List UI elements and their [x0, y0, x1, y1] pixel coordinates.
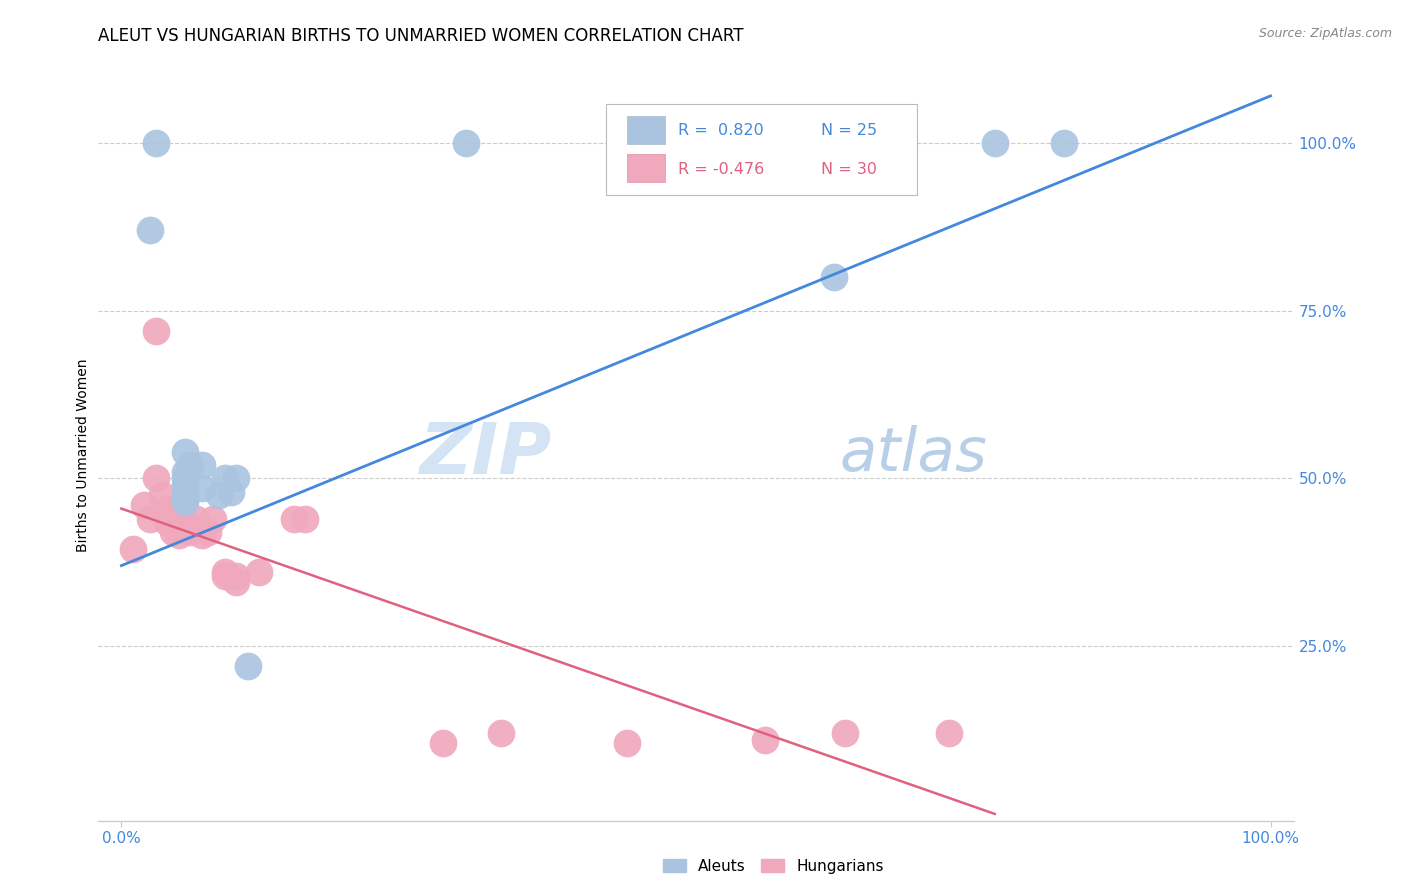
- Text: R =  0.820: R = 0.820: [678, 123, 763, 138]
- Point: [156, 515, 179, 529]
- Bar: [627, 154, 665, 182]
- Point: [156, 508, 179, 523]
- Text: N = 25: N = 25: [821, 123, 877, 138]
- Text: ALEUT VS HUNGARIAN BIRTHS TO UNMARRIED WOMEN CORRELATION CHART: ALEUT VS HUNGARIAN BIRTHS TO UNMARRIED W…: [98, 27, 744, 45]
- Point: [145, 136, 167, 150]
- Point: [173, 471, 195, 485]
- Point: [432, 736, 454, 750]
- Point: [225, 575, 247, 590]
- Point: [167, 501, 190, 516]
- Text: atlas: atlas: [839, 425, 987, 484]
- Point: [191, 482, 214, 496]
- Point: [456, 136, 478, 150]
- Point: [179, 458, 201, 472]
- Point: [139, 223, 162, 237]
- Point: [162, 525, 184, 540]
- Text: N = 30: N = 30: [821, 162, 877, 178]
- Point: [616, 736, 638, 750]
- Point: [202, 511, 225, 525]
- Point: [983, 136, 1005, 150]
- Point: [191, 458, 214, 472]
- Point: [139, 511, 162, 525]
- Point: [214, 566, 236, 580]
- Point: [173, 484, 195, 499]
- Point: [150, 488, 173, 502]
- Point: [167, 528, 190, 542]
- Point: [720, 136, 742, 150]
- Point: [134, 498, 156, 512]
- Point: [1053, 136, 1076, 150]
- Point: [208, 488, 231, 502]
- Point: [173, 495, 195, 509]
- Point: [167, 508, 190, 523]
- Point: [219, 484, 242, 499]
- Point: [823, 270, 845, 285]
- Y-axis label: Births to Unmarried Women: Births to Unmarried Women: [76, 359, 90, 551]
- Text: ZIP: ZIP: [420, 420, 553, 490]
- Point: [247, 566, 270, 580]
- Text: Source: ZipAtlas.com: Source: ZipAtlas.com: [1258, 27, 1392, 40]
- Point: [179, 525, 201, 540]
- Point: [754, 733, 776, 747]
- Point: [197, 525, 219, 540]
- Point: [173, 478, 195, 492]
- Point: [156, 501, 179, 516]
- Point: [938, 726, 960, 740]
- FancyBboxPatch shape: [606, 103, 917, 195]
- Bar: [627, 116, 665, 144]
- Point: [184, 511, 207, 525]
- Point: [225, 471, 247, 485]
- Point: [173, 465, 195, 479]
- Point: [489, 726, 512, 740]
- Point: [145, 324, 167, 338]
- Point: [283, 511, 305, 525]
- Point: [214, 471, 236, 485]
- Point: [173, 444, 195, 458]
- Point: [179, 518, 201, 533]
- Point: [173, 488, 195, 502]
- Point: [225, 568, 247, 582]
- Point: [214, 568, 236, 582]
- Point: [145, 471, 167, 485]
- Point: [294, 511, 316, 525]
- Legend: Aleuts, Hungarians: Aleuts, Hungarians: [657, 853, 890, 880]
- Point: [236, 659, 259, 673]
- Point: [191, 528, 214, 542]
- Point: [173, 491, 195, 506]
- Point: [122, 541, 145, 556]
- Point: [685, 136, 707, 150]
- Point: [707, 136, 730, 150]
- Point: [834, 726, 856, 740]
- Text: R = -0.476: R = -0.476: [678, 162, 765, 178]
